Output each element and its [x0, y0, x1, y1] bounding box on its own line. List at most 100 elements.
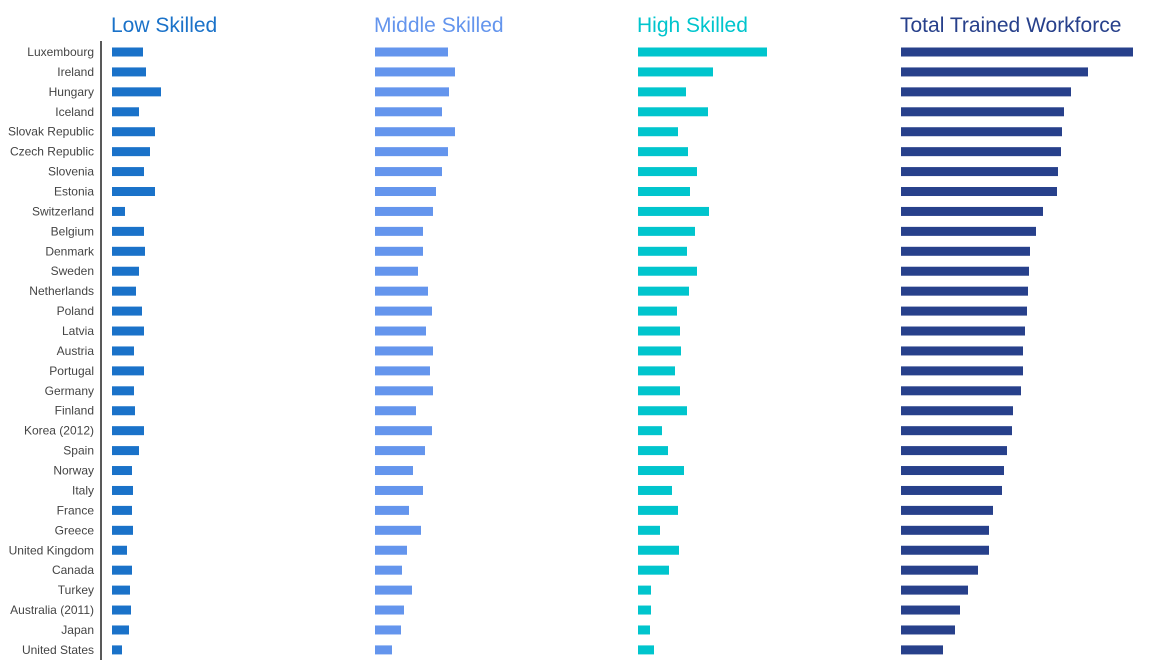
bar: [901, 87, 1071, 97]
bar: [112, 107, 139, 117]
bar: [901, 505, 993, 515]
bar: [375, 147, 448, 157]
bar: [375, 47, 448, 57]
category-label: Norway: [53, 464, 94, 478]
bar: [901, 107, 1064, 117]
bar: [375, 406, 416, 416]
panel-1: Low Skilled: [111, 14, 217, 655]
bar: [901, 306, 1027, 316]
bar: [901, 466, 1004, 476]
bar: [901, 625, 955, 635]
bar: [901, 366, 1023, 376]
category-label: Austria: [57, 344, 95, 358]
bar: [375, 505, 409, 515]
bar: [638, 127, 678, 137]
bar: [112, 147, 150, 157]
bar: [112, 286, 136, 296]
category-label: Poland: [57, 304, 94, 318]
category-label: Switzerland: [32, 204, 94, 218]
bar: [112, 645, 122, 655]
category-label: Latvia: [62, 324, 94, 338]
bar: [638, 167, 697, 177]
bar: [375, 107, 442, 117]
panel-title: High Skilled: [637, 14, 748, 37]
panel-title: Total Trained Workforce: [900, 14, 1121, 37]
bar: [901, 266, 1029, 276]
bar: [638, 485, 672, 495]
category-label: Germany: [45, 384, 94, 398]
category-label: Estonia: [54, 185, 94, 199]
bar: [901, 286, 1028, 296]
bar: [375, 67, 455, 77]
category-label: Japan: [61, 623, 94, 637]
bar: [112, 605, 131, 615]
bar: [901, 127, 1062, 137]
bar: [638, 67, 713, 77]
bar: [638, 326, 680, 336]
category-label: Greece: [55, 523, 95, 537]
bar: [112, 446, 139, 456]
bar: [112, 585, 130, 595]
bar: [375, 187, 436, 197]
bar: [112, 466, 132, 476]
bar: [901, 426, 1012, 436]
bar: [638, 605, 651, 615]
bar: [901, 226, 1036, 236]
bar: [638, 446, 668, 456]
bar: [375, 366, 430, 376]
category-label: Belgium: [51, 224, 94, 238]
bar: [375, 645, 392, 655]
bar: [112, 326, 144, 336]
bar: [112, 565, 132, 575]
bar: [112, 226, 144, 236]
bar: [638, 565, 669, 575]
bar: [112, 406, 135, 416]
bar: [112, 306, 142, 316]
panel-2: Middle Skilled: [374, 14, 504, 655]
bar: [112, 167, 144, 177]
bar: [375, 246, 423, 256]
category-label: Spain: [63, 444, 94, 458]
bar: [375, 525, 421, 535]
bar: [638, 286, 689, 296]
category-label: Iceland: [55, 105, 94, 119]
panel-title: Low Skilled: [111, 14, 217, 37]
bar: [901, 187, 1057, 197]
panel-4: Total Trained Workforce: [900, 14, 1133, 655]
bar: [638, 366, 675, 376]
bar: [901, 206, 1043, 216]
panel-3: High Skilled: [637, 14, 767, 655]
bar: [375, 386, 433, 396]
bar: [375, 585, 412, 595]
bar: [112, 525, 133, 535]
bar: [375, 167, 442, 177]
bar: [901, 585, 968, 595]
bar: [112, 47, 143, 57]
category-label: Ireland: [57, 65, 94, 79]
bar: [112, 127, 155, 137]
bar: [901, 545, 989, 555]
category-label: Slovenia: [48, 165, 94, 179]
category-label: Netherlands: [29, 284, 94, 298]
bar: [375, 127, 455, 137]
bar: [375, 605, 404, 615]
category-label: Portugal: [49, 364, 94, 378]
bar: [375, 87, 449, 97]
panels: Low Skilled Middle Skilled High Skilled Tot…: [111, 14, 1133, 655]
bar: [112, 206, 125, 216]
bar: [375, 485, 423, 495]
bar: [901, 47, 1133, 57]
bar: [638, 266, 697, 276]
category-label: Finland: [55, 404, 94, 418]
bar: [112, 366, 144, 376]
bar: [638, 246, 687, 256]
bar: [901, 346, 1023, 356]
bar: [901, 386, 1021, 396]
bar: [901, 446, 1007, 456]
bar: [375, 326, 426, 336]
bar: [375, 306, 432, 316]
category-labels: Luxembourg Ireland Hungary Iceland Slovak Re…: [8, 45, 95, 657]
bar: [375, 226, 423, 236]
bar: [901, 565, 978, 575]
category-label: Italy: [72, 483, 94, 497]
